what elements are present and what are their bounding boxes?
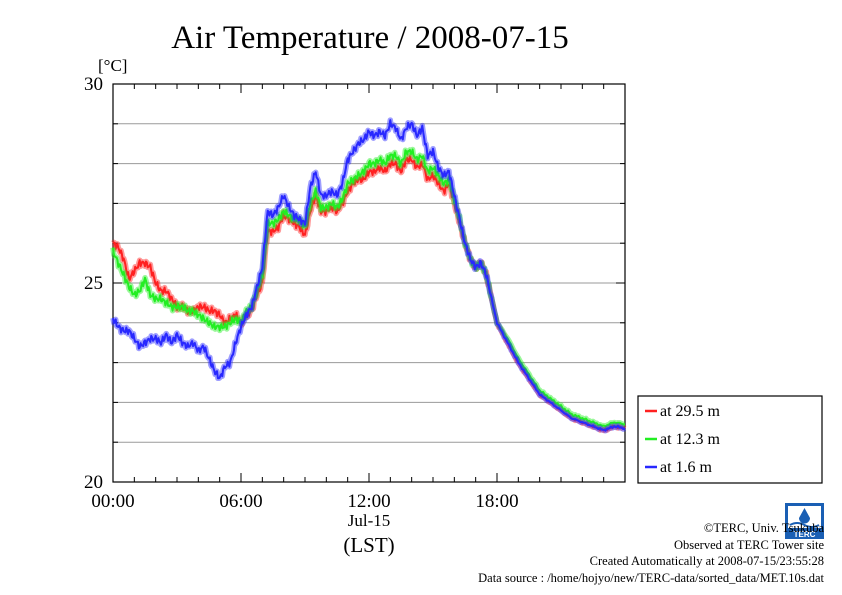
footer-observed: Observed at TERC Tower site: [673, 537, 824, 552]
series-line-3: [112, 119, 626, 432]
gridlines: [113, 123, 625, 443]
x-tick-labels: 00:00 06:00 12:00 18:00: [91, 491, 518, 512]
chart-title: Air Temperature / 2008-07-15: [171, 20, 569, 56]
footer: ©TERC, Univ. Tsukuba Observed at TERC To…: [478, 520, 824, 586]
footer-created: Created Automatically at 2008-07-15/23:5…: [589, 554, 824, 568]
y-tick-label-25: 25: [84, 273, 103, 294]
series-line-2: [112, 148, 626, 428]
x-tick-label-0000: 00:00: [91, 491, 134, 512]
legend-label-3: at 1.6 m: [660, 459, 713, 476]
x-axis-timezone-label: (LST): [343, 533, 394, 557]
terc-logo: TERC: [785, 503, 824, 539]
x-axis-date-label: Jul-15: [348, 511, 391, 530]
x-tick-label-1200: 12:00: [347, 491, 390, 512]
footer-copyright: ©TERC, Univ. Tsukuba: [703, 521, 824, 535]
y-tick-label-20: 20: [84, 472, 103, 493]
legend-label-1: at 29.5 m: [660, 403, 721, 420]
x-tick-label-0600: 06:00: [219, 491, 262, 512]
y-tick-labels: 20 25 30: [84, 74, 103, 493]
series-layer: [110, 117, 627, 434]
footer-source: Data source : /home/hojyo/new/TERC-data/…: [478, 570, 824, 585]
y-axis-label: [°C]: [98, 56, 127, 75]
series-line-1: [112, 155, 626, 432]
series-halo-1: [111, 153, 627, 434]
legend-label-2: at 12.3 m: [660, 431, 721, 448]
series-halo-2: [110, 146, 626, 429]
legend: at 29.5 m at 12.3 m at 1.6 m: [637, 395, 823, 484]
legend-box: [637, 395, 823, 484]
y-tick-label-30: 30: [84, 74, 103, 95]
x-tick-label-1800: 18:00: [475, 491, 518, 512]
logo-text: TERC: [794, 530, 816, 539]
